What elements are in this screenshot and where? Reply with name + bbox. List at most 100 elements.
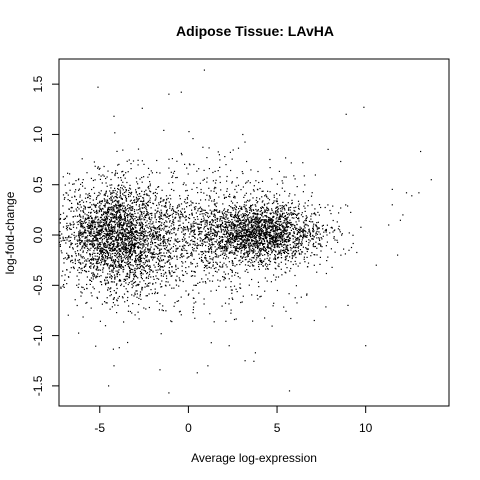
data-point — [303, 234, 305, 236]
data-point — [168, 226, 170, 228]
data-point — [305, 247, 307, 249]
data-point — [103, 198, 105, 200]
data-point — [159, 257, 162, 259]
data-point — [79, 196, 81, 198]
data-point — [275, 227, 277, 229]
data-point — [78, 236, 80, 238]
data-point — [219, 246, 221, 248]
data-point — [118, 188, 120, 190]
data-point — [109, 232, 111, 234]
data-point — [119, 279, 121, 281]
data-point — [195, 266, 197, 268]
data-point — [239, 238, 241, 240]
data-point — [91, 222, 93, 224]
data-point — [116, 246, 118, 249]
data-point — [316, 254, 318, 256]
data-point — [282, 236, 284, 238]
data-point — [257, 227, 259, 229]
data-point — [105, 237, 107, 239]
data-point — [111, 233, 113, 235]
data-point — [103, 219, 105, 221]
data-point — [139, 228, 141, 230]
data-point — [158, 204, 160, 206]
data-point — [109, 190, 111, 192]
data-point — [75, 253, 77, 255]
data-point — [204, 237, 207, 239]
data-point — [298, 217, 300, 219]
data-point — [107, 233, 109, 235]
data-point — [133, 274, 135, 276]
data-point — [345, 204, 347, 206]
data-point — [255, 199, 257, 201]
data-point — [226, 221, 228, 223]
data-point — [264, 290, 266, 292]
data-point — [160, 217, 162, 220]
data-point — [124, 261, 126, 263]
data-point — [220, 217, 222, 219]
data-point — [206, 215, 209, 217]
data-point — [128, 253, 130, 255]
data-point — [140, 226, 142, 228]
data-point — [219, 159, 221, 161]
data-point — [270, 249, 272, 251]
data-point — [210, 232, 212, 234]
data-point — [269, 219, 271, 221]
data-point — [248, 251, 250, 253]
data-point — [267, 221, 269, 223]
data-point — [266, 245, 268, 247]
data-point — [252, 239, 254, 242]
data-point — [139, 243, 141, 245]
data-point — [176, 258, 178, 260]
data-point — [122, 219, 124, 221]
data-point — [233, 195, 235, 197]
data-point — [165, 206, 167, 208]
data-point — [247, 261, 249, 263]
data-point — [295, 227, 297, 229]
data-point — [225, 258, 227, 260]
data-point — [193, 270, 195, 273]
data-point — [230, 226, 232, 228]
data-point — [88, 217, 90, 219]
data-point — [101, 232, 103, 234]
data-point — [68, 255, 70, 257]
data-point — [106, 242, 108, 244]
data-point — [117, 271, 119, 273]
data-point — [156, 232, 158, 235]
data-point — [144, 219, 146, 221]
data-point — [131, 259, 133, 261]
data-point — [113, 214, 115, 216]
data-point — [292, 228, 295, 230]
data-point — [126, 290, 128, 292]
data-point — [276, 210, 278, 212]
data-point — [136, 284, 138, 286]
data-point — [141, 223, 143, 225]
data-point — [155, 196, 157, 198]
data-point — [131, 238, 133, 240]
data-point — [106, 250, 108, 253]
data-point — [121, 187, 123, 189]
data-point — [304, 233, 306, 235]
data-point — [244, 243, 246, 245]
data-point — [77, 223, 79, 226]
data-point — [234, 231, 236, 233]
data-point — [311, 238, 313, 240]
data-point — [273, 236, 275, 238]
data-point — [204, 230, 207, 232]
data-point — [279, 227, 281, 229]
data-point — [78, 232, 80, 234]
data-point — [116, 194, 118, 196]
data-point — [143, 267, 145, 269]
data-point — [129, 273, 131, 275]
data-point — [302, 233, 304, 235]
data-point — [207, 246, 210, 248]
data-point — [245, 221, 247, 223]
data-point — [326, 260, 328, 262]
data-point — [219, 240, 221, 242]
data-point — [194, 229, 196, 231]
data-point — [291, 224, 293, 226]
data-point — [119, 266, 122, 268]
data-point — [259, 242, 261, 244]
data-point — [80, 295, 82, 297]
data-point — [124, 206, 126, 208]
data-point — [270, 213, 272, 215]
